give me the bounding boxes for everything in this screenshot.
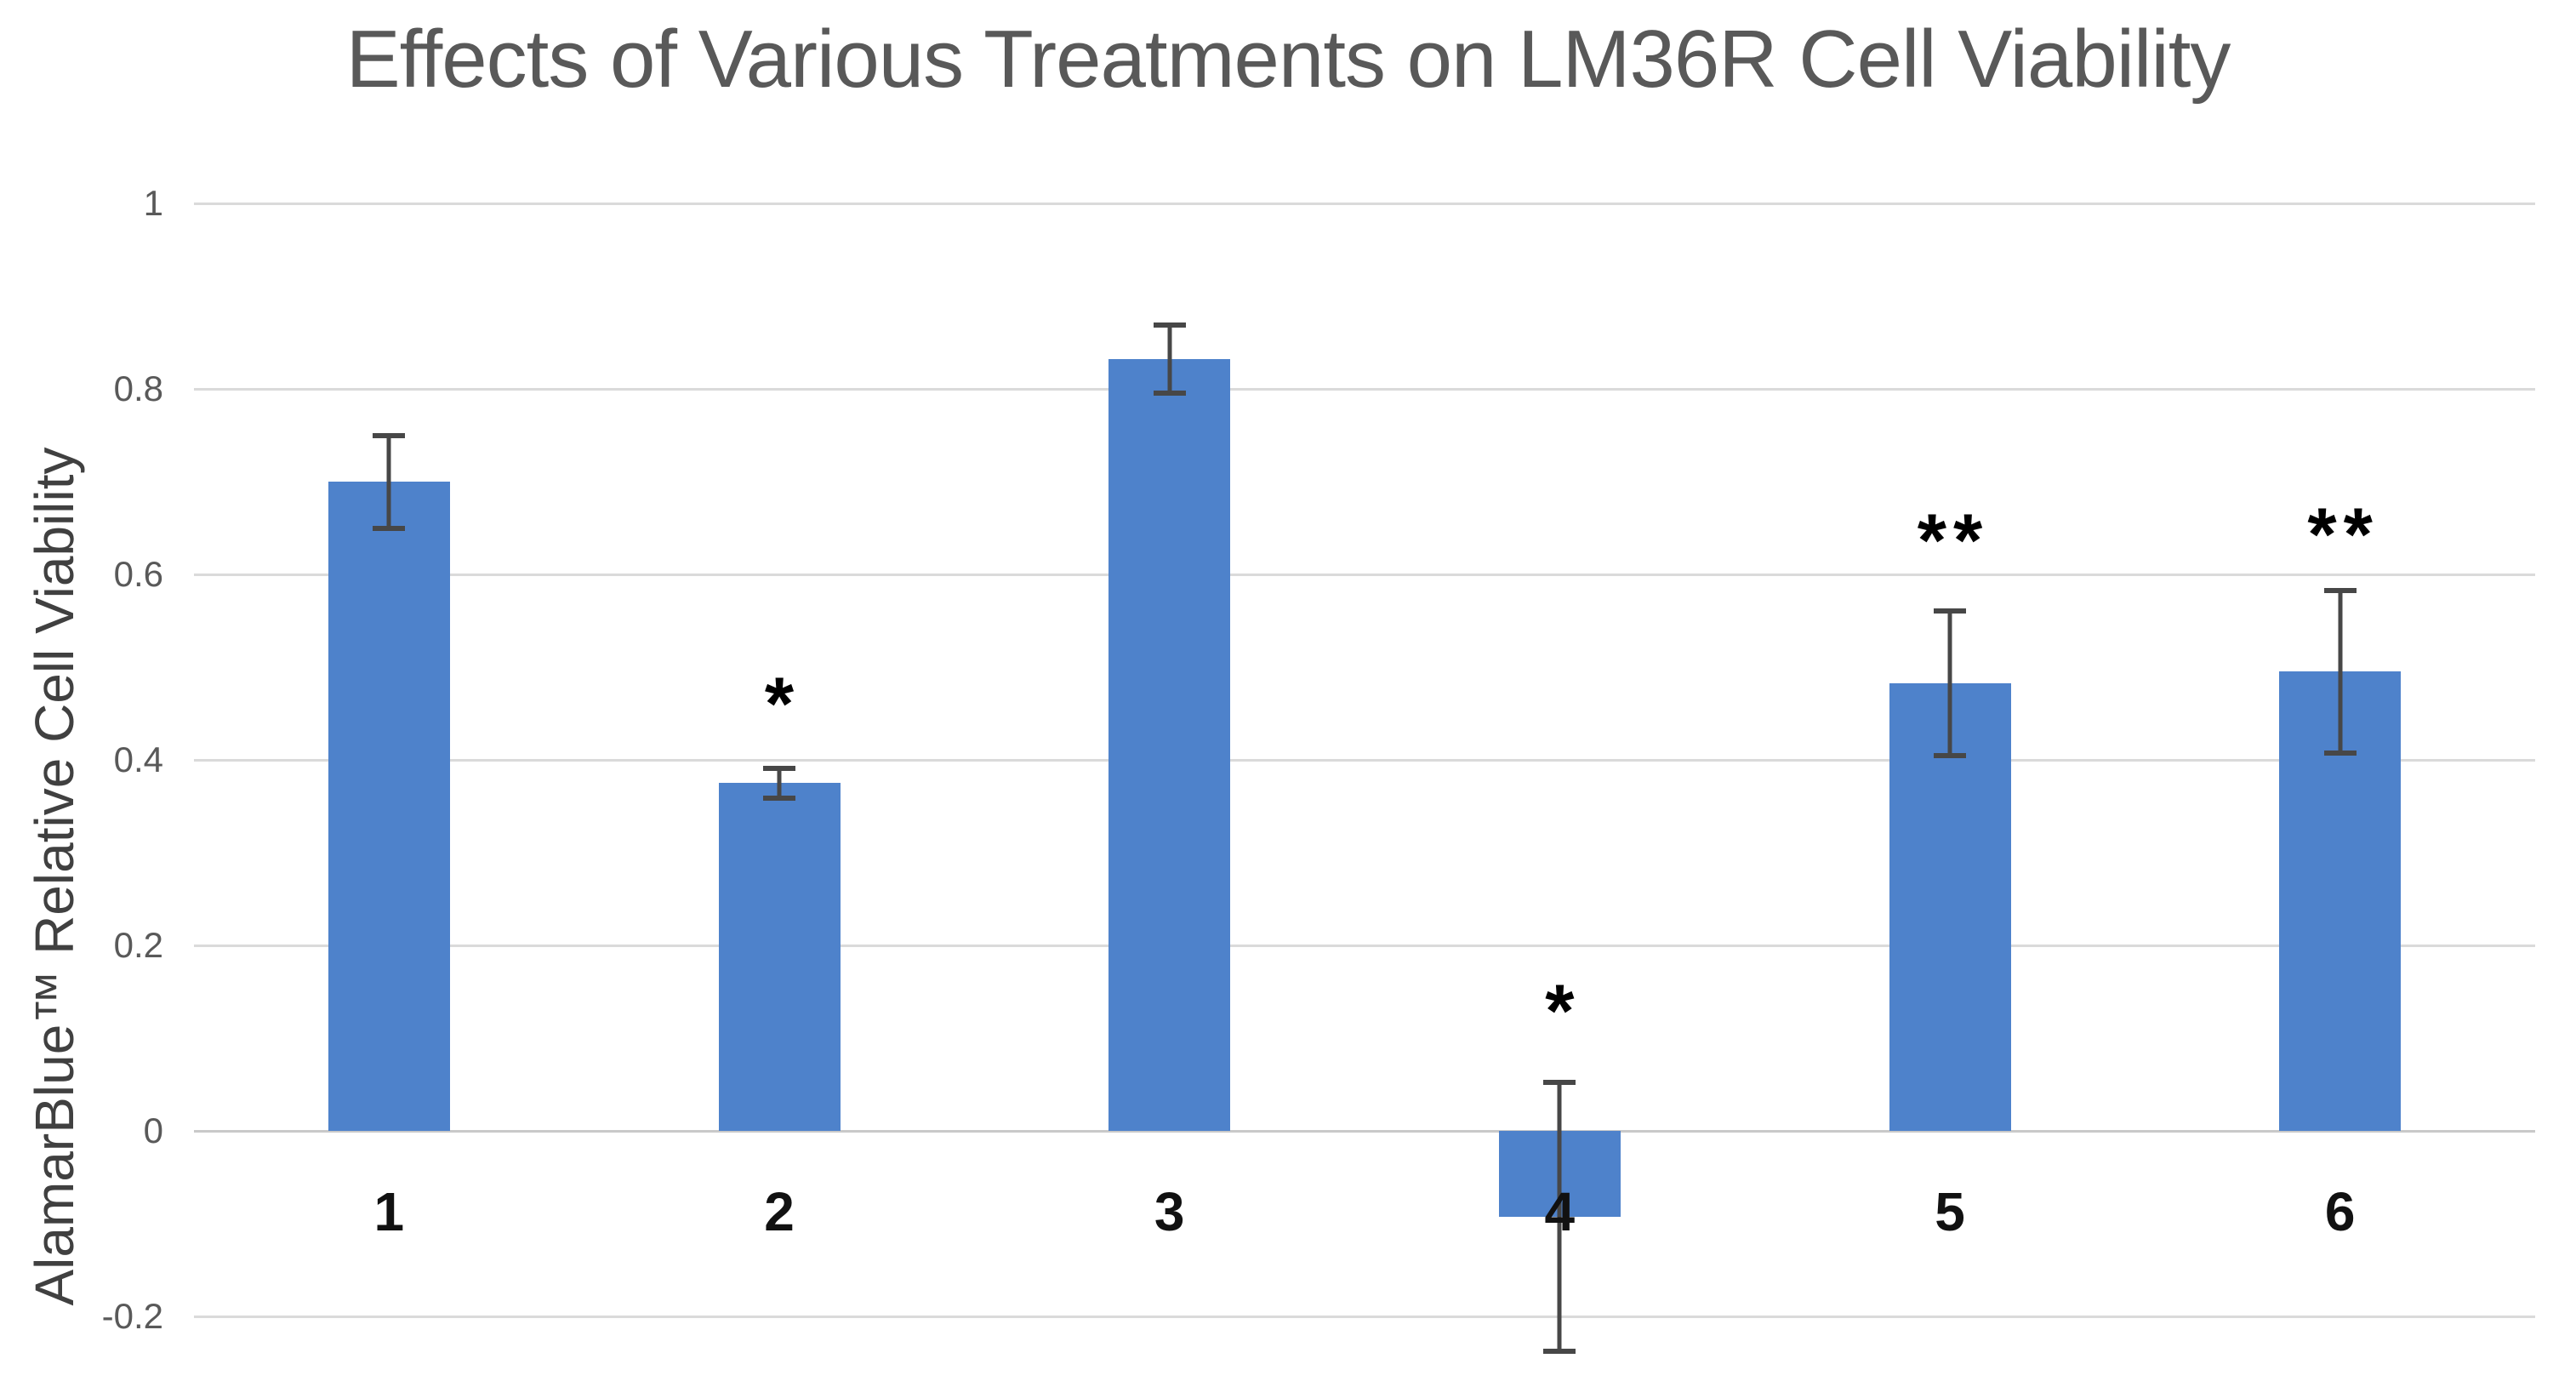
error-bar-cap-bottom-5: [1934, 752, 1966, 758]
bar-2: [718, 783, 841, 1131]
gridline: [194, 573, 2535, 576]
plot-area: 1 2 * 3 4 * 5 ** 6 **: [194, 202, 2535, 1387]
gridline: [194, 1315, 2535, 1318]
significance-mark-6: **: [2307, 491, 2379, 576]
x-tick-label-5: 5: [1935, 1181, 1965, 1242]
y-tick-label: 0.6: [113, 554, 163, 594]
x-tick-label-4: 4: [1544, 1181, 1576, 1242]
y-tick-label: 1: [143, 183, 163, 223]
error-bar-2: [777, 768, 782, 798]
gridline: [194, 758, 2535, 762]
error-bar-cap-top-4: [1543, 1080, 1576, 1086]
error-bar-cap-bottom-2: [763, 795, 795, 801]
error-bar-cap-top-3: [1153, 322, 1186, 328]
error-bar-cap-top-2: [763, 765, 795, 771]
error-bar-cap-bottom-6: [2323, 751, 2357, 756]
bar-1: [328, 482, 450, 1131]
x-tick-label-2: 2: [764, 1181, 795, 1242]
gridline: [194, 202, 2535, 205]
significance-mark-4: *: [1545, 968, 1582, 1053]
error-bar-4: [1557, 1082, 1562, 1352]
chart-title: Effects of Various Treatments on LM36R C…: [345, 14, 2231, 105]
error-bar-cap-top-6: [2323, 587, 2357, 593]
significance-mark-5: **: [1917, 497, 1990, 582]
error-bar-cap-bottom-3: [1153, 391, 1186, 397]
y-tick-label: 0.4: [113, 739, 163, 779]
error-bar-cap-bottom-1: [373, 525, 406, 531]
error-bar-1: [386, 435, 391, 528]
x-tick-label-6: 6: [2324, 1181, 2356, 1242]
y-tick-label: 0: [143, 1110, 163, 1150]
error-bar-3: [1167, 324, 1172, 394]
bar-3: [1108, 359, 1231, 1131]
y-tick-label: 0.2: [113, 925, 163, 965]
gridline: [194, 387, 2535, 391]
significance-mark-2: *: [764, 661, 801, 746]
error-bar-cap-top-5: [1934, 608, 1966, 614]
y-tick-label: 0.8: [113, 368, 163, 408]
error-bar-6: [2338, 590, 2343, 754]
error-bar-cap-bottom-4: [1543, 1349, 1576, 1355]
error-bar-5: [1947, 610, 1952, 756]
x-axis-line: [194, 1129, 2535, 1133]
gridline: [194, 944, 2535, 947]
x-tick-label-1: 1: [373, 1181, 405, 1242]
y-tick-label: -0.2: [101, 1296, 163, 1336]
x-tick-label-3: 3: [1154, 1181, 1185, 1242]
error-bar-cap-top-1: [373, 432, 406, 438]
